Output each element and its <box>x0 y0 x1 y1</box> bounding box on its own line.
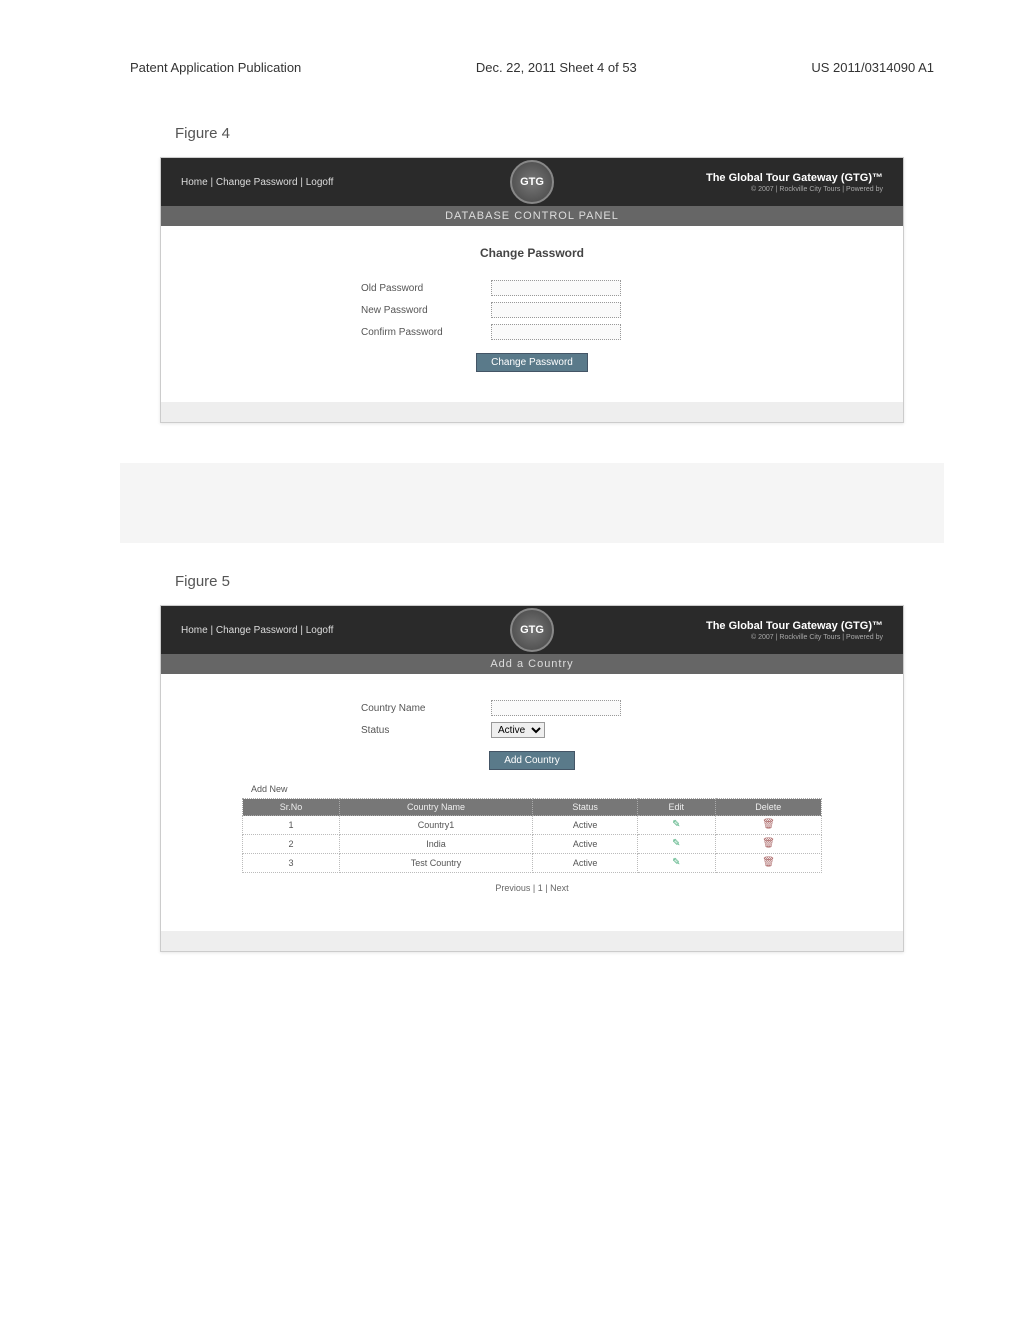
cell-edit: ✎ <box>638 816 716 835</box>
add-country-button[interactable]: Add Country <box>489 751 575 770</box>
input-new-password[interactable] <box>491 302 621 318</box>
button-row: Add Country <box>191 750 873 770</box>
row-country-name: Country Name <box>191 700 873 716</box>
delete-icon[interactable]: 🗑 <box>762 819 774 831</box>
label-country-name: Country Name <box>361 703 491 714</box>
table-row: 2 India Active ✎ 🗑 <box>243 835 822 854</box>
cell-edit: ✎ <box>638 835 716 854</box>
figure4-screenshot: Home | Change Password | Logoff GTG The … <box>160 157 904 423</box>
footer-strip <box>161 402 903 422</box>
th-delete: Delete <box>715 799 821 816</box>
content-area: Country Name Status Active Add Country A… <box>161 674 903 931</box>
doc-header-right: US 2011/0314090 A1 <box>811 60 934 75</box>
nav-home[interactable]: Home <box>181 625 208 636</box>
logo-icon: GTG <box>510 608 554 652</box>
button-row: Change Password <box>191 352 873 372</box>
nav-home[interactable]: Home <box>181 177 208 188</box>
country-table: Sr.No Country Name Status Edit Delete 1 … <box>242 798 822 873</box>
brand-sub: © 2007 | Rockville City Tours | Powered … <box>706 634 883 641</box>
footer-strip <box>161 931 903 951</box>
cell-edit: ✎ <box>638 854 716 873</box>
nav-change-password[interactable]: Change Password <box>216 625 298 636</box>
input-country-name[interactable] <box>491 700 621 716</box>
doc-header-center: Dec. 22, 2011 Sheet 4 of 53 <box>476 60 637 75</box>
pager[interactable]: Previous | 1 | Next <box>191 883 873 893</box>
brand-title: The Global Tour Gateway (GTG)™ <box>706 620 883 632</box>
figure4-label: Figure 4 <box>175 125 944 142</box>
cell-name: Country1 <box>339 816 532 835</box>
label-confirm-password: Confirm Password <box>361 327 491 338</box>
cell-name: India <box>339 835 532 854</box>
cell-delete: 🗑 <box>715 816 821 835</box>
row-status: Status Active <box>191 722 873 738</box>
banner-title: Add a Country <box>161 654 903 674</box>
input-old-password[interactable] <box>491 280 621 296</box>
cell-srno: 2 <box>243 835 340 854</box>
nav-links: Home | Change Password | Logoff <box>181 625 333 636</box>
nav-links: Home | Change Password | Logoff <box>181 177 333 188</box>
cell-name: Test Country <box>339 854 532 873</box>
brand-sub: © 2007 | Rockville City Tours | Powered … <box>706 186 883 193</box>
brand-area: The Global Tour Gateway (GTG)™ © 2007 | … <box>706 172 883 193</box>
logo-area: GTG <box>510 160 554 204</box>
input-confirm-password[interactable] <box>491 324 621 340</box>
table-row: 3 Test Country Active ✎ 🗑 <box>243 854 822 873</box>
row-old-password: Old Password <box>191 280 873 296</box>
add-new-link[interactable]: Add New <box>191 784 873 794</box>
banner-title: DATABASE CONTROL PANEL <box>161 206 903 226</box>
cell-status: Active <box>533 835 638 854</box>
table-row: 1 Country1 Active ✎ 🗑 <box>243 816 822 835</box>
cell-srno: 1 <box>243 816 340 835</box>
edit-icon[interactable]: ✎ <box>670 838 682 850</box>
delete-icon[interactable]: 🗑 <box>762 857 774 869</box>
cell-delete: 🗑 <box>715 854 821 873</box>
row-new-password: New Password <box>191 302 873 318</box>
row-confirm-password: Confirm Password <box>191 324 873 340</box>
delete-icon[interactable]: 🗑 <box>762 838 774 850</box>
app-header: Home | Change Password | Logoff GTG The … <box>161 158 903 206</box>
nav-logoff[interactable]: Logoff <box>306 177 334 188</box>
edit-icon[interactable]: ✎ <box>670 819 682 831</box>
change-password-button[interactable]: Change Password <box>476 353 588 372</box>
th-name: Country Name <box>339 799 532 816</box>
th-srno: Sr.No <box>243 799 340 816</box>
nav-logoff[interactable]: Logoff <box>306 625 334 636</box>
brand-area: The Global Tour Gateway (GTG)™ © 2007 | … <box>706 620 883 641</box>
doc-header: Patent Application Publication Dec. 22, … <box>120 60 944 75</box>
label-old-password: Old Password <box>361 283 491 294</box>
app-header: Home | Change Password | Logoff GTG The … <box>161 606 903 654</box>
cell-status: Active <box>533 816 638 835</box>
label-new-password: New Password <box>361 305 491 316</box>
th-edit: Edit <box>638 799 716 816</box>
select-status[interactable]: Active <box>491 722 545 738</box>
content-area: Change Password Old Password New Passwor… <box>161 226 903 402</box>
label-status: Status <box>361 725 491 736</box>
th-status: Status <box>533 799 638 816</box>
cell-status: Active <box>533 854 638 873</box>
figure5-screenshot: Home | Change Password | Logoff GTG The … <box>160 605 904 952</box>
table-header-row: Sr.No Country Name Status Edit Delete <box>243 799 822 816</box>
doc-header-left: Patent Application Publication <box>130 60 301 75</box>
brand-title: The Global Tour Gateway (GTG)™ <box>706 172 883 184</box>
logo-area: GTG <box>510 608 554 652</box>
cell-delete: 🗑 <box>715 835 821 854</box>
edit-icon[interactable]: ✎ <box>670 857 682 869</box>
logo-icon: GTG <box>510 160 554 204</box>
figure5-label: Figure 5 <box>175 573 944 590</box>
nav-change-password[interactable]: Change Password <box>216 177 298 188</box>
cell-srno: 3 <box>243 854 340 873</box>
section-title: Change Password <box>191 246 873 260</box>
